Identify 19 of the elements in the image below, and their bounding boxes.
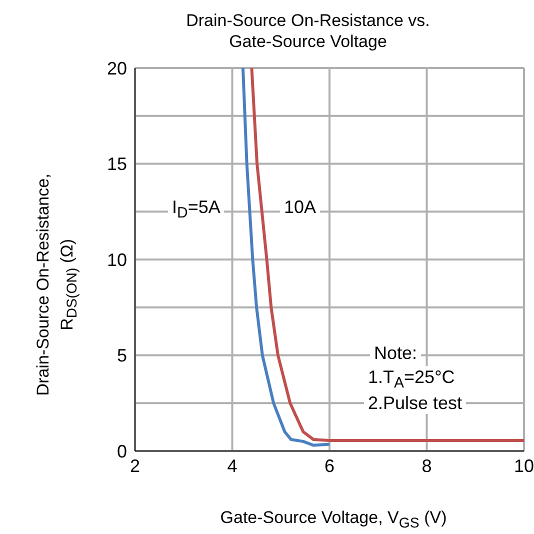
annotation: I$_{D}$=5A [168, 196, 224, 225]
line-series [250, 68, 524, 442]
y-tick-label: 10 [106, 250, 127, 270]
line-series [241, 68, 331, 447]
y-tick-label: 0 [116, 441, 127, 462]
annotation: 1.T$_{A}$=25°C [364, 366, 459, 395]
y-tick-label: 15 [106, 154, 127, 174]
annotation: 2.Pulse test [364, 392, 466, 414]
y-tick-label: 20 [106, 58, 127, 78]
x-tick-label: 6 [324, 456, 335, 476]
y-tick-label: 5 [116, 346, 127, 366]
annotation: 10A [280, 196, 320, 218]
x-tick-label: 2 [130, 456, 140, 476]
x-tick-label: 10 [514, 456, 534, 476]
x-tick-label: 8 [422, 456, 432, 476]
x-axis-title: Gate-Source Voltage, V$_{GS}$ (V) [219, 508, 448, 532]
chart-title: Drain-Source On-Resistance vs. Gate-Source Voltage [185, 10, 431, 52]
x-tick-label: 4 [227, 456, 238, 476]
annotation: Note: [370, 342, 422, 364]
